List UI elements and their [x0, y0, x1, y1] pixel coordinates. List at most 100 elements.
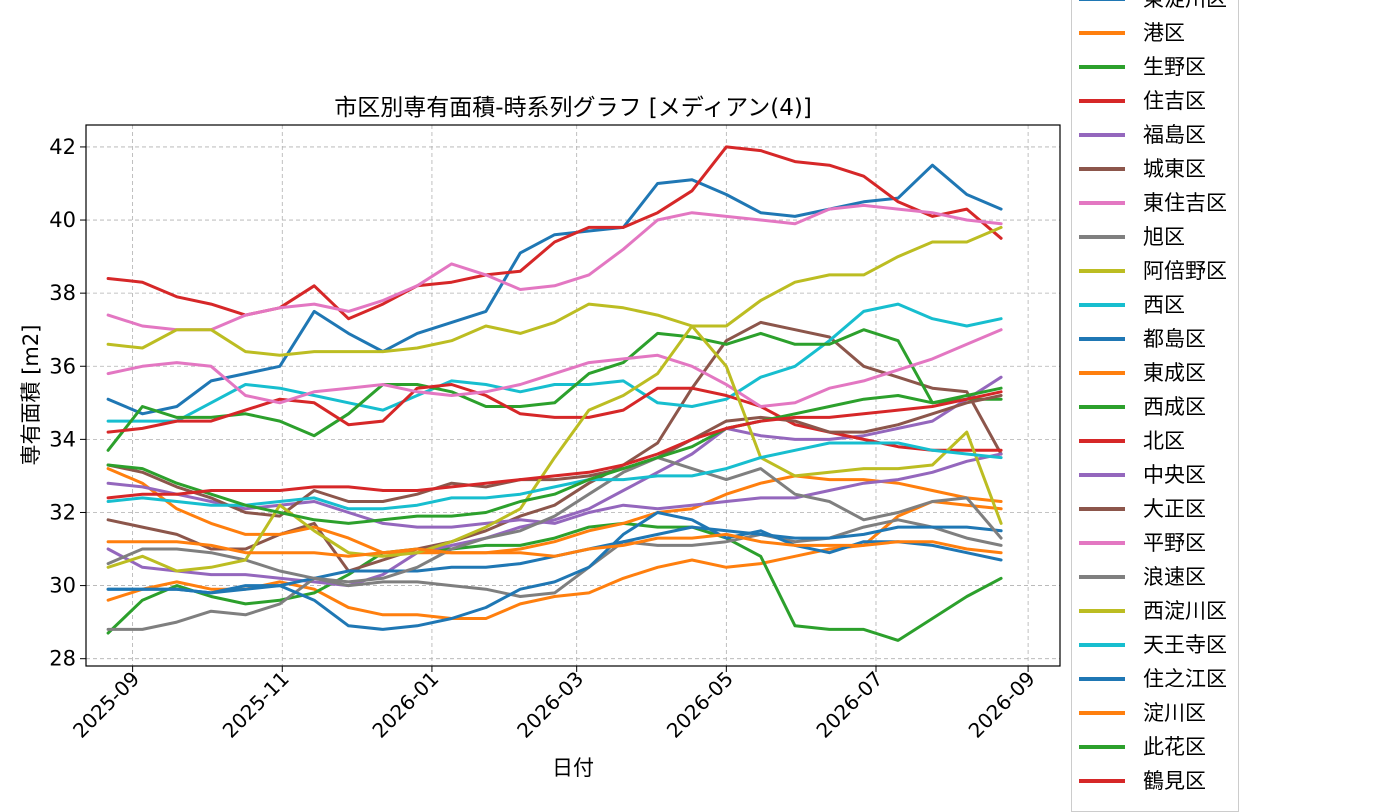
legend-label: 住之江区 [1143, 667, 1227, 691]
x-tick-label: 2026-01 [367, 667, 443, 743]
legend-label: 港区 [1143, 21, 1185, 45]
legend-swatch [1079, 541, 1125, 545]
legend-swatch [1079, 65, 1125, 69]
legend-item: 旭区 [1072, 225, 1238, 259]
legend-item: 都島区 [1072, 327, 1238, 361]
series-line-16 [106, 328, 1003, 408]
legend-item: 生野区 [1072, 55, 1238, 89]
x-tick-label: 2026-03 [512, 667, 588, 743]
series-line-21 [106, 532, 1003, 558]
series-line-7 [106, 518, 1003, 631]
legend-item: 淀川区 [1072, 701, 1238, 735]
legend-item: 西成区 [1072, 395, 1238, 429]
legend-item: 浪速区 [1072, 565, 1238, 599]
legend-swatch [1079, 31, 1125, 35]
legend-label: 西成区 [1143, 395, 1206, 419]
series-line-15 [106, 394, 1003, 518]
legend-label: 西区 [1143, 293, 1185, 317]
legend-swatch [1079, 677, 1125, 681]
legend-item: 鶴見区 [1072, 769, 1238, 803]
legend-item: 住之江区 [1072, 667, 1238, 701]
legend-item: 大正区 [1072, 497, 1238, 531]
legend-swatch [1079, 643, 1125, 647]
legend-swatch [1079, 711, 1125, 715]
series-line-9 [106, 302, 1003, 423]
series-lines [106, 145, 1003, 642]
series-line-0 [106, 163, 1003, 416]
gridlines [86, 125, 1060, 666]
x-axis-ticks: 2025-09 2025-11 2026-01 2026-03 2026-05 2026-… [68, 666, 1040, 743]
legend-label: 都島区 [1143, 327, 1206, 351]
legend-label: 平野区 [1143, 531, 1206, 555]
legend-swatch [1079, 235, 1125, 239]
legend-label: 天王寺区 [1143, 633, 1227, 657]
legend-swatch [1079, 201, 1125, 205]
legend: 東淀川区港区生野区住吉区福島区城東区東住吉区旭区阿倍野区西区都島区東成区西成区北… [1071, 0, 1239, 812]
x-tick-label: 2025-09 [68, 667, 144, 743]
legend-item: 港区 [1072, 21, 1238, 55]
y-tick-label: 32 [49, 500, 76, 524]
legend-swatch [1079, 473, 1125, 477]
series-line-12 [106, 328, 1003, 452]
legend-item: 福島区 [1072, 123, 1238, 157]
y-tick-label: 36 [49, 354, 76, 378]
series-line-13 [106, 383, 1003, 452]
series-line-6 [106, 203, 1003, 332]
legend-label: 東成区 [1143, 361, 1206, 385]
legend-item: 天王寺区 [1072, 633, 1238, 667]
legend-label: 城東区 [1143, 157, 1206, 181]
legend-swatch [1079, 575, 1125, 579]
series-line-17 [106, 456, 1003, 584]
legend-label: 阿倍野区 [1143, 259, 1227, 283]
legend-item: 住吉区 [1072, 89, 1238, 123]
legend-label: 中央区 [1143, 463, 1206, 487]
legend-item: 東淀川区 [1072, 0, 1238, 21]
y-tick-label: 38 [49, 281, 76, 305]
legend-swatch [1079, 0, 1125, 1]
series-line-23 [106, 390, 1003, 500]
legend-item: 西区 [1072, 293, 1238, 327]
legend-label: 淀川区 [1143, 701, 1206, 725]
plot-frame [85, 124, 1061, 667]
y-tick-label: 28 [49, 647, 76, 671]
series-line-20 [106, 511, 1003, 631]
legend-label: 住吉区 [1143, 89, 1206, 113]
x-tick-label: 2026-07 [811, 667, 887, 743]
series-line-22 [106, 386, 1003, 525]
legend-item: 阿倍野区 [1072, 259, 1238, 293]
series-line-11 [106, 467, 1003, 555]
legend-item: 平野区 [1072, 531, 1238, 565]
series-line-8 [106, 225, 1003, 357]
legend-label: 浪速区 [1143, 565, 1206, 589]
legend-swatch [1079, 609, 1125, 613]
legend-swatch [1079, 133, 1125, 137]
legend-swatch [1079, 507, 1125, 511]
legend-swatch [1079, 745, 1125, 749]
y-tick-label: 40 [49, 208, 76, 232]
legend-label: 旭区 [1143, 225, 1185, 249]
legend-item: 中央区 [1072, 463, 1238, 497]
legend-swatch [1079, 303, 1125, 307]
legend-label: 東淀川区 [1143, 0, 1227, 11]
legend-label: 大正区 [1143, 497, 1206, 521]
series-line-19 [106, 441, 1003, 511]
y-tick-label: 30 [49, 574, 76, 598]
series-line-18 [106, 324, 1003, 573]
legend-swatch [1079, 439, 1125, 443]
y-tick-label: 34 [49, 427, 76, 451]
legend-swatch [1079, 167, 1125, 171]
legend-label: 生野区 [1143, 55, 1206, 79]
y-tick-label: 42 [49, 135, 76, 159]
legend-item: 此花区 [1072, 735, 1238, 769]
chart-title: 市区別専有面積-時系列グラフ [メディアン(4)] [334, 95, 812, 121]
legend-label: 鶴見区 [1143, 769, 1206, 793]
x-axis-label: 日付 [552, 756, 594, 780]
legend-swatch [1079, 779, 1125, 783]
legend-item: 城東区 [1072, 157, 1238, 191]
legend-label: 福島区 [1143, 123, 1206, 147]
legend-swatch [1079, 405, 1125, 409]
legend-swatch [1079, 337, 1125, 341]
legend-label: 北区 [1143, 429, 1185, 453]
legend-item: 東成区 [1072, 361, 1238, 395]
